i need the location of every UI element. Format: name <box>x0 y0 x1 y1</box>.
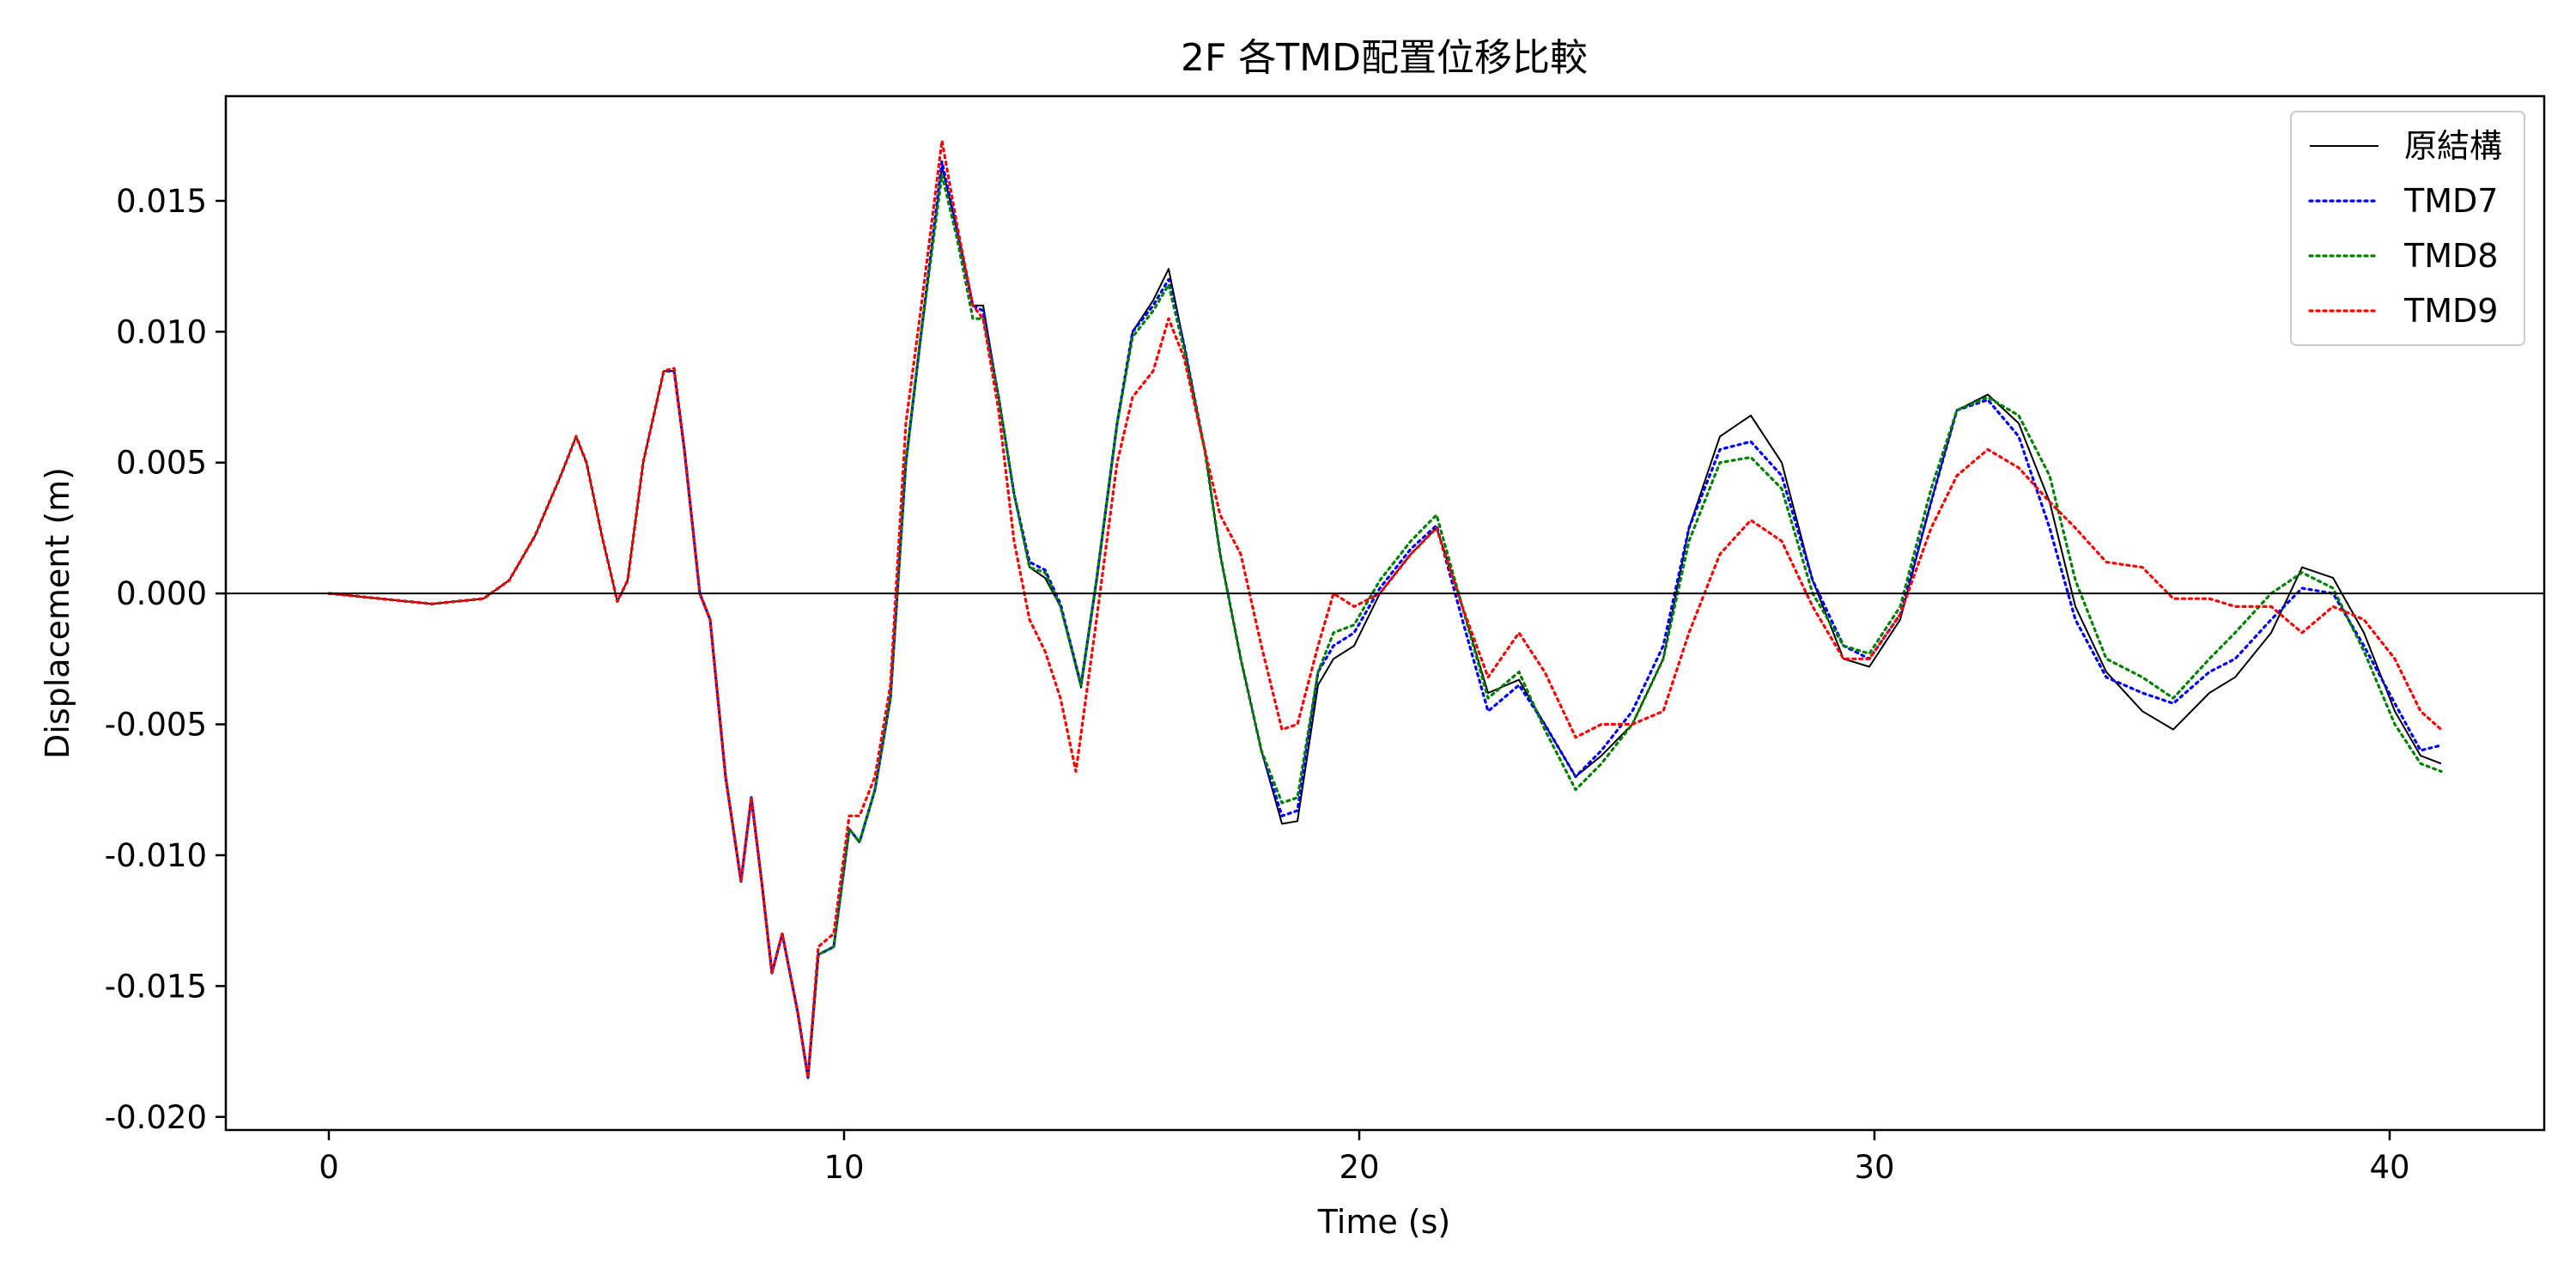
legend-label: 原結構 <box>2404 127 2502 165</box>
y-tick-label: 0.010 <box>116 313 207 350</box>
x-axis: 0 10 20 30 40 <box>319 1130 2410 1186</box>
series-line-tmd7 <box>327 160 2443 1079</box>
x-tick-label: 10 <box>823 1149 864 1186</box>
plot-frame <box>224 94 2546 1132</box>
series-layer <box>327 139 2443 1079</box>
legend-label: TMD7 <box>2403 182 2498 220</box>
legend-label: TMD8 <box>2403 237 2498 275</box>
y-tick-label: -0.020 <box>105 1099 207 1136</box>
y-tick-label: 0.015 <box>116 183 207 220</box>
chart-title: 2F 各TMD配置位移比較 <box>1181 36 1588 80</box>
x-tick-label: 20 <box>1339 1149 1379 1186</box>
x-axis-label: Time (s) <box>1317 1203 1451 1241</box>
y-tick-label: -0.005 <box>105 707 207 744</box>
y-tick-label: 0.000 <box>116 575 207 612</box>
legend-box <box>2290 111 2525 346</box>
legend: 原結構 TMD7 TMD8 TMD9 <box>2290 111 2525 346</box>
y-axis: -0.020 -0.015 -0.010 -0.005 0.000 0.005 0.010 0… <box>105 183 226 1136</box>
series-line-original <box>328 166 2442 1078</box>
legend-label: TMD9 <box>2403 292 2498 330</box>
series-line-tmd9 <box>327 139 2443 1079</box>
y-tick-label: -0.010 <box>105 837 207 874</box>
series-line-tmd8 <box>327 173 2443 1079</box>
y-tick-label: 0.005 <box>116 445 207 482</box>
y-tick-label: -0.015 <box>105 968 207 1005</box>
y-axis-label: Displacement (m) <box>39 467 76 759</box>
x-tick-label: 40 <box>2369 1149 2409 1186</box>
x-tick-label: 30 <box>1854 1149 1894 1186</box>
x-tick-label: 0 <box>319 1149 339 1186</box>
